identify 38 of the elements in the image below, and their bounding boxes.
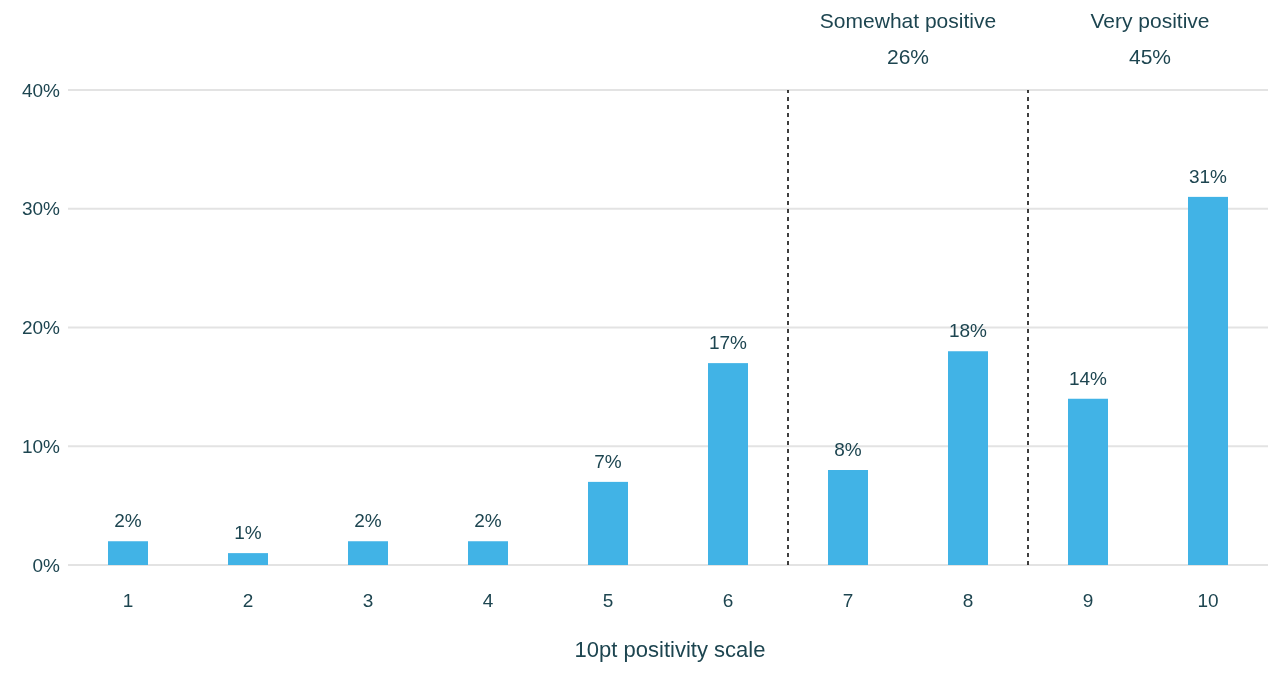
x-axis-title: 10pt positivity scale [574,637,766,662]
x-tick-label: 5 [602,590,614,611]
x-tick-label: 3 [362,590,374,611]
x-tick-label: 9 [1082,590,1094,611]
data-label: 1% [234,522,262,544]
bar [828,470,868,565]
y-tick-label: 30% [21,198,61,220]
x-tick-label: 7 [842,590,854,611]
bar [948,351,988,565]
data-label: 7% [594,450,622,472]
data-label: 2% [114,510,142,532]
data-label: 14% [1068,367,1108,389]
data-label: 18% [948,320,988,342]
bar [1068,398,1108,565]
data-label: 31% [1188,165,1228,187]
data-label: 2% [474,510,502,532]
x-tick-label: 6 [722,590,734,611]
bar [708,363,748,565]
bar [108,541,148,565]
bar [468,541,508,565]
bar [348,541,388,565]
data-label: 17% [708,332,748,354]
y-tick-label: 0% [32,554,61,576]
text: Very positive 45% [1090,9,1210,68]
bar [1188,196,1228,565]
x-tick-label: 2 [242,590,254,611]
text: Somewhat positive 26% [819,9,997,68]
x-tick-label: 8 [962,590,974,611]
y-tick-label: 20% [21,317,61,339]
bar [588,481,628,565]
data-label: 2% [354,510,382,532]
data-label: 8% [834,439,862,460]
x-tick-label: 10 [1197,590,1219,611]
y-tick-label: 10% [21,435,61,457]
bar [228,553,268,565]
x-tick-label: 4 [482,590,494,611]
x-tick-label: 1 [122,590,134,611]
y-tick-label: 40% [21,79,61,101]
